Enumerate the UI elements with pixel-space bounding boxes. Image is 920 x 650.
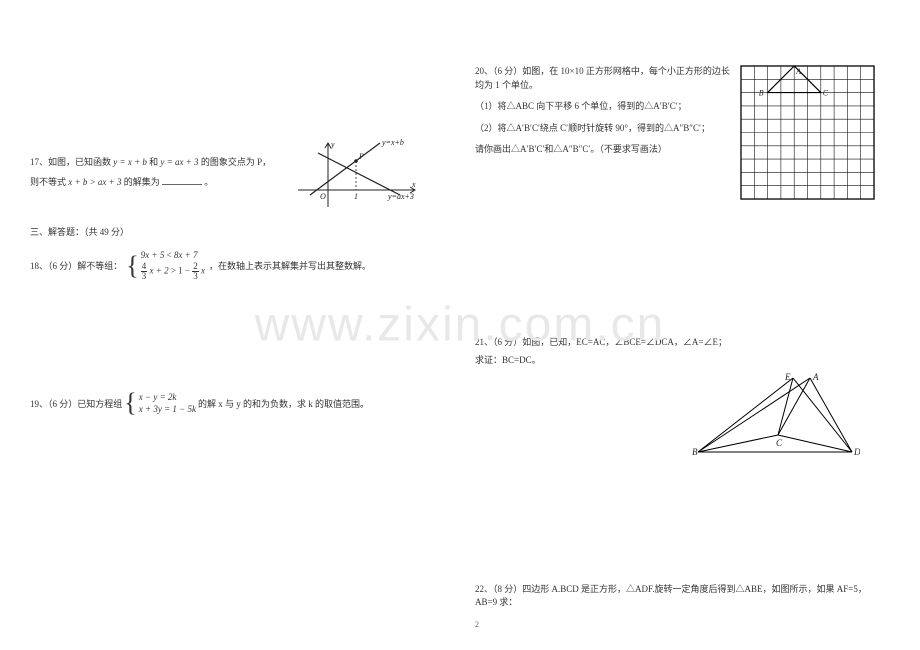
q18-bot-mid1: x + 2 [150, 266, 169, 276]
q21-line1: 21、（6 分）如图，已知，EC=AC，∠BCE=∠DCA，∠A=∠E； [475, 335, 875, 349]
q17-period: 。 [204, 177, 213, 187]
question-19: 19、（6 分）已知方程组 { x − y = 2k x + 3y = 1 − … [30, 390, 430, 416]
q18-frac1-den: 3 [141, 272, 148, 281]
question-22: 22、（8 分）四边形 A.BCD 是正方形，△ADF.旋转一定角度后得到△AB… [475, 582, 885, 608]
q17-line1-suffix: 的图象交点为 P， [201, 157, 271, 167]
q18-bot-const: 1 − [178, 266, 190, 276]
q21-line2: 求证：BC=DC。 [475, 353, 875, 367]
svg-text:1: 1 [354, 192, 358, 201]
svg-text:y=ax+3: y=ax+3 [387, 192, 414, 201]
q18-suffix: ，在数轴上表示其解集并写出其整数解。 [209, 259, 371, 272]
svg-text:E: E [784, 372, 791, 382]
q17-graph: O 1 Py=x+b y=ax+3 y x [290, 135, 420, 210]
q17-ineq: x + b > ax + 3 [68, 177, 121, 187]
q17-line2-prefix: 则不等式 [30, 177, 68, 187]
q18-bot-op: > [171, 266, 176, 276]
svg-text:A: A [795, 67, 801, 76]
q18-frac2: 2 3 [192, 262, 199, 281]
q19-bot: x + 3y = 1 − 5k [139, 404, 196, 414]
svg-text:y=x+b: y=x+b [381, 138, 404, 147]
svg-text:B: B [759, 89, 764, 98]
svg-text:x: x [411, 180, 416, 189]
q18-bot-tail: x [201, 266, 205, 276]
question-18: 18、（6 分）解不等组： { 9x + 5 < 8x + 7 4 3 x + … [30, 250, 430, 281]
q18-bot-line: 4 3 x + 2 > 1 − 2 3 x [141, 262, 205, 281]
svg-text:D: D [853, 447, 860, 457]
q19-brace-group: { x − y = 2k x + 3y = 1 − 5k [124, 390, 196, 416]
q19-prefix: 19、（6 分）已知方程组 [30, 397, 122, 410]
svg-text:P: P [358, 152, 364, 161]
q18-top-op: < [167, 250, 172, 260]
q20-line2: （1）将△ABC 向下平移 6 个单位，得到的△A′B′C′； [475, 100, 735, 114]
q17-blank [162, 175, 202, 185]
q18-frac1: 4 3 [141, 262, 148, 281]
q20-line4: 请你画出△A′B′C′和△A″B″C′。（不要求写画法） [475, 143, 735, 157]
q19-top: x − y = 2k [139, 392, 196, 402]
svg-text:A: A [812, 372, 819, 382]
q21-figure: B C D E A [690, 370, 860, 460]
page-number: 2 [475, 620, 479, 629]
q20-line1: 20、（6 分）如图，在 10×10 正方形网格中，每个小正方形的边长均为 1 … [475, 65, 735, 92]
q18-prefix: 18、（6 分）解不等组： [30, 259, 122, 272]
q19-suffix: 的解 x 与 y 的和为负数，求 k 的取值范围。 [198, 397, 369, 410]
q20-line3: （2）将△A′B′C′绕点 C′顺时针旋转 90°，得到的△A″B″C′； [475, 122, 735, 136]
svg-text:O: O [320, 192, 326, 201]
q17-line1-prefix: 17、如图，已知函数 [30, 157, 113, 167]
q18-top-l: 9x + 5 [141, 250, 165, 260]
q17-eq1: y = x + b [113, 157, 147, 167]
q18-top-r: 8x + 7 [174, 250, 198, 260]
right-column: 20、（6 分）如图，在 10×10 正方形网格中，每个小正方形的边长均为 1 … [475, 0, 895, 650]
q17-line1-mid: 和 [149, 157, 160, 167]
q17-line2: 则不等式 x + b > ax + 3 的解集为 。 [30, 175, 300, 189]
section-3-heading: 三、解答题：（共 49 分） [30, 225, 129, 238]
question-20: 20、（6 分）如图，在 10×10 正方形网格中，每个小正方形的边长均为 1 … [475, 65, 735, 165]
question-17: 17、如图，已知函数 y = x + b 和 y = ax + 3 的图象交点为… [30, 155, 300, 196]
question-21: 21、（6 分）如图，已知，EC=AC，∠BCE=∠DCA，∠A=∠E； 求证：… [475, 335, 875, 372]
q18-brace-lines: 9x + 5 < 8x + 7 4 3 x + 2 > 1 − 2 3 [141, 250, 205, 281]
q17-eq2: y = ax + 3 [160, 157, 198, 167]
q20-grid-figure: A B C [740, 65, 875, 200]
left-column: 17、如图，已知函数 y = x + b 和 y = ax + 3 的图象交点为… [30, 0, 450, 650]
svg-text:C: C [776, 438, 783, 448]
svg-text:B: B [692, 447, 698, 457]
q17-line1: 17、如图，已知函数 y = x + b 和 y = ax + 3 的图象交点为… [30, 155, 300, 169]
brace-icon: { [124, 390, 136, 416]
brace-icon: { [126, 253, 138, 279]
q18-top-line: 9x + 5 < 8x + 7 [141, 250, 205, 260]
svg-text:C: C [823, 89, 829, 98]
svg-text:y: y [330, 140, 335, 149]
q17-line2-suffix: 的解集为 [124, 177, 160, 187]
q19-brace-lines: x − y = 2k x + 3y = 1 − 5k [139, 392, 196, 414]
q18-frac2-den: 3 [192, 272, 199, 281]
q18-brace-group: { 9x + 5 < 8x + 7 4 3 x + 2 > 1 − 2 [126, 250, 205, 281]
